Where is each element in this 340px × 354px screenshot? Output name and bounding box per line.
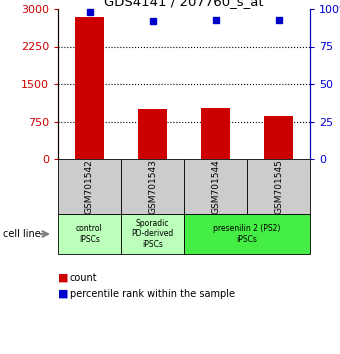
Bar [58,214,121,254]
Text: ■: ■ [58,273,68,283]
Text: control
IPSCs: control IPSCs [76,224,103,244]
Bar [58,159,121,214]
Text: Sporadic
PD-derived
iPSCs: Sporadic PD-derived iPSCs [131,219,174,249]
Text: percentile rank within the sample: percentile rank within the sample [70,289,235,299]
Text: count: count [70,273,98,283]
Text: GSM701544: GSM701544 [211,159,220,214]
Bar [247,159,310,214]
Text: ■: ■ [58,289,68,299]
Bar [184,159,247,214]
Title: GDS4141 / 207760_s_at: GDS4141 / 207760_s_at [104,0,264,8]
Bar [184,214,310,254]
Text: presenilin 2 (PS2)
iPSCs: presenilin 2 (PS2) iPSCs [213,224,281,244]
Bar [121,159,184,214]
Text: GSM701545: GSM701545 [274,159,283,214]
Bar [138,109,167,159]
Bar [75,17,104,159]
Text: GSM701543: GSM701543 [148,159,157,214]
Bar [121,214,184,254]
Text: cell line: cell line [3,229,41,239]
Bar [201,108,230,159]
Bar [264,115,293,159]
Text: GSM701542: GSM701542 [85,159,94,214]
